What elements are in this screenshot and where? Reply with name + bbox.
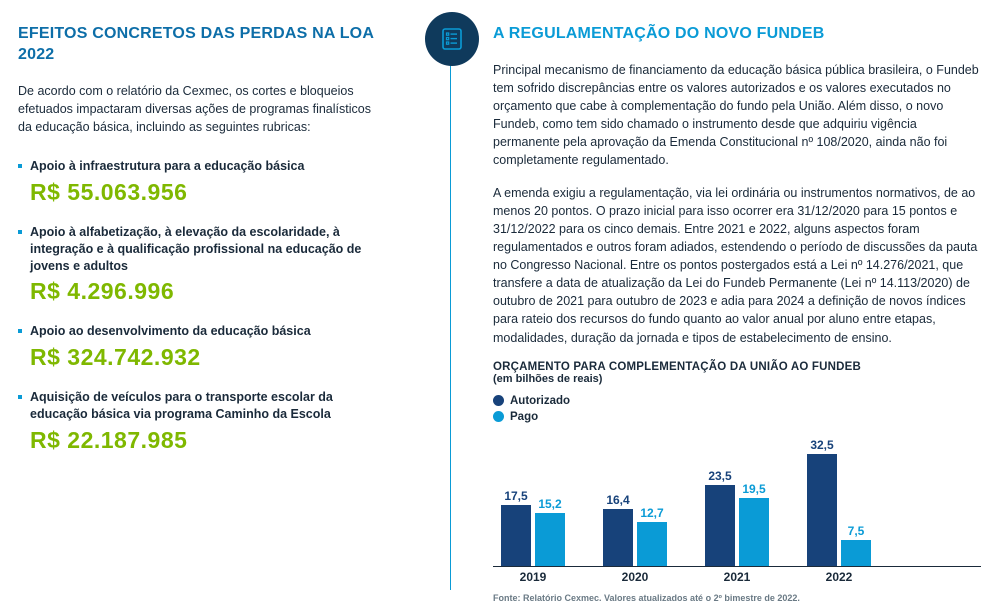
bar-label: 17,5: [504, 489, 527, 503]
year-label: 2021: [724, 570, 751, 584]
rubric-value: R$ 55.063.956: [30, 179, 393, 206]
fundeb-chart: ORÇAMENTO PARA COMPLEMENTAÇÃO DA UNIÃO A…: [493, 361, 981, 603]
left-title: EFEITOS CONCRETOS DAS PERDAS NA LOA 2022: [18, 24, 393, 66]
checklist-icon: [425, 12, 479, 66]
legend-item-autorizado: Autorizado: [493, 395, 981, 407]
chart-area: 17,515,22019 16,412,72020 23,519,52021 32,5…: [493, 437, 981, 567]
bar-pago: 15,2: [535, 513, 565, 565]
legend-label: Pago: [510, 411, 538, 423]
year-label: 2020: [622, 570, 649, 584]
rubric-label: Aquisição de veículos para o transporte …: [30, 389, 393, 423]
bar-label: 15,2: [538, 497, 561, 511]
rubric-list: Apoio à infraestrutura para a educação b…: [18, 158, 393, 454]
left-intro-line2: da educação básica, incluindo as seguint…: [18, 120, 311, 134]
right-para1: Principal mecanismo de financiamento da …: [493, 61, 981, 170]
bar-label: 23,5: [708, 469, 731, 483]
vertical-divider: [450, 45, 451, 590]
bar-autorizado: 23,5: [705, 485, 735, 566]
bar-autorizado: 32,5: [807, 454, 837, 566]
bar-pago: 7,5: [841, 540, 871, 566]
left-intro: De acordo com o relatório da Cexmec, os …: [18, 82, 393, 136]
bar-pago: 19,5: [739, 498, 769, 565]
bar-label: 19,5: [742, 482, 765, 496]
bar-autorizado: 16,4: [603, 509, 633, 566]
left-column: EFEITOS CONCRETOS DAS PERDAS NA LOA 2022…: [18, 24, 423, 603]
bar-autorizado: 17,5: [501, 505, 531, 565]
year-label: 2019: [520, 570, 547, 584]
year-label: 2022: [826, 570, 853, 584]
year-group: 16,412,72020: [603, 509, 667, 566]
legend-item-pago: Pago: [493, 411, 981, 423]
right-title: A REGULAMENTAÇÃO DO NOVO FUNDEB: [493, 24, 981, 45]
rubric-item: Aquisição de veículos para o transporte …: [18, 389, 393, 454]
bar-pago: 12,7: [637, 522, 667, 566]
year-group: 23,519,52021: [705, 485, 769, 566]
bar-label: 32,5: [810, 438, 833, 452]
rubric-item: Apoio à infraestrutura para a educação b…: [18, 158, 393, 206]
rubric-item: Apoio ao desenvolvimento da educação bás…: [18, 323, 393, 371]
chart-source: Fonte: Relatório Cexmec. Valores atualiz…: [493, 593, 981, 603]
rubric-label: Apoio à infraestrutura para a educação b…: [30, 158, 393, 175]
legend-swatch: [493, 395, 504, 406]
chart-title: ORÇAMENTO PARA COMPLEMENTAÇÃO DA UNIÃO A…: [493, 361, 981, 373]
year-group: 17,515,22019: [501, 505, 565, 565]
bar-label: 7,5: [848, 524, 865, 538]
bar-label: 12,7: [640, 506, 663, 520]
right-para2: A emenda exigiu a regulamentação, via le…: [493, 184, 981, 347]
rubric-value: R$ 22.187.985: [30, 427, 393, 454]
rubric-value: R$ 4.296.996: [30, 278, 393, 305]
rubric-item: Apoio à alfabetização, à elevação da esc…: [18, 224, 393, 306]
bar-label: 16,4: [606, 493, 629, 507]
rubric-label: Apoio à alfabetização, à elevação da esc…: [30, 224, 393, 275]
left-intro-line1: De acordo com o relatório da Cexmec, os …: [18, 84, 371, 116]
right-column: A REGULAMENTAÇÃO DO NOVO FUNDEB Principa…: [423, 24, 981, 603]
legend-swatch: [493, 411, 504, 422]
rubric-label: Apoio ao desenvolvimento da educação bás…: [30, 323, 393, 340]
legend-label: Autorizado: [510, 395, 570, 407]
chart-subtitle: (em bilhões de reais): [493, 373, 981, 385]
year-group: 32,57,52022: [807, 454, 871, 566]
chart-legend: Autorizado Pago: [493, 395, 981, 423]
rubric-value: R$ 324.742.932: [30, 344, 393, 371]
